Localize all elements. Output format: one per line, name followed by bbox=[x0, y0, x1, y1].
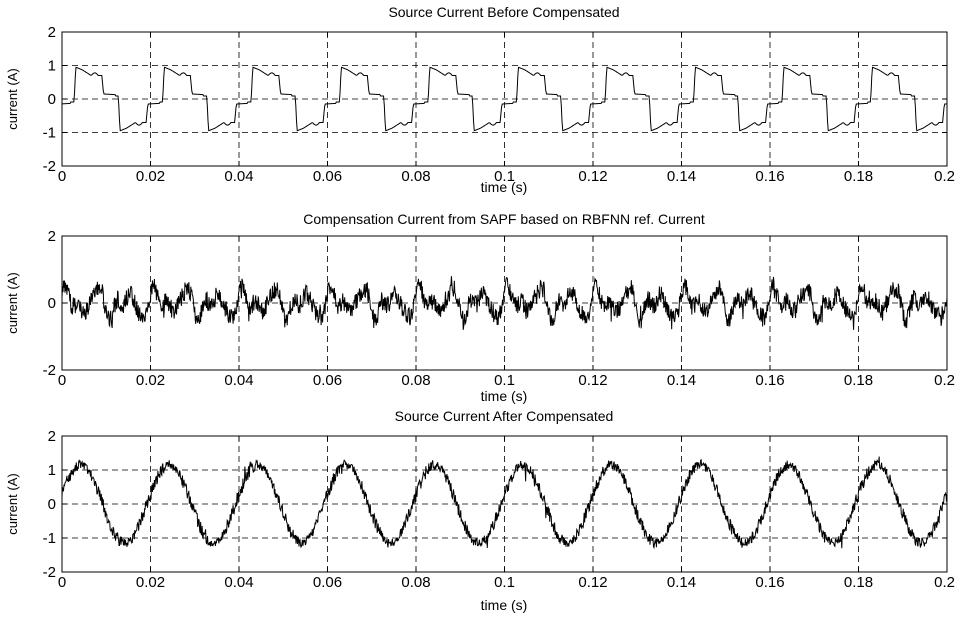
subplot-3-xtick-label: 0.08 bbox=[401, 574, 430, 591]
subplot-2-xlabel: time (s) bbox=[481, 388, 528, 404]
subplot-1-xtick-label: 0 bbox=[58, 168, 66, 185]
subplot-2-xtick-label: 0.02 bbox=[136, 372, 165, 389]
subplot-3-ticks: 0 0.02 0.04 0.06 0.08 0.1 0.12 0.14 0.16 0.18 0.2 2… bbox=[43, 428, 955, 591]
subplot-1-xlabel: time (s) bbox=[481, 179, 528, 195]
subplot-3-xtick-label: 0.2 bbox=[934, 574, 955, 591]
subplot-2-xtick-label: 0.1 bbox=[494, 372, 515, 389]
subplot-1-xtick-label: 0.1 bbox=[494, 168, 515, 185]
subplot-2-xtick-label: 0.04 bbox=[224, 372, 253, 389]
subplot-1-xtick-label: 0.16 bbox=[755, 168, 784, 185]
subplot-3-title: Source Current After Compensated bbox=[395, 408, 614, 424]
subplot-1-ytick-label: -1 bbox=[43, 125, 56, 142]
subplot-2-xtick-label: 0.08 bbox=[401, 372, 430, 389]
subplot-2-xtick-label: 0.16 bbox=[755, 372, 784, 389]
subplot-2-ticks: 0 0.02 0.04 0.06 0.08 0.1 0.12 0.14 0.16 0.18 0.2 2… bbox=[43, 228, 955, 389]
subplot-1-ytick-label: 0 bbox=[48, 91, 56, 108]
subplot-2-xtick-label: 0.14 bbox=[667, 372, 696, 389]
subplot-3-xtick-label: 0.16 bbox=[755, 574, 784, 591]
subplot-3-ytick-label: 0 bbox=[48, 496, 56, 513]
subplot-3-xtick-label: 0.02 bbox=[136, 574, 165, 591]
subplot-3-xtick-label: 0 bbox=[58, 574, 66, 591]
subplot-1-xtick-label: 0.12 bbox=[578, 168, 607, 185]
subplot-1-xtick-label: 0.2 bbox=[934, 168, 955, 185]
subplot-1-ytick-label: -2 bbox=[43, 158, 56, 175]
subplot-2-xtick-label: 0.2 bbox=[934, 372, 955, 389]
subplot-2-title: Compensation Current from SAPF based on … bbox=[303, 211, 705, 227]
subplot-2-series-line bbox=[61, 276, 948, 330]
subplot-2-ylabel: current (A) bbox=[5, 272, 20, 333]
subplot-3-xtick-label: 0.14 bbox=[667, 574, 696, 591]
subplot-2-xtick-label: 0 bbox=[58, 372, 66, 389]
subplot-3: Source Current After Compensated 0 0.02 0.… bbox=[5, 408, 955, 613]
subplot-2-ytick-label: 2 bbox=[48, 228, 56, 245]
subplot-2-xtick-label: 0.12 bbox=[578, 372, 607, 389]
subplot-2-xtick-label: 0.18 bbox=[844, 372, 873, 389]
subplot-1-ytick-label: 2 bbox=[48, 24, 56, 41]
subplot-3-xtick-label: 0.04 bbox=[224, 574, 253, 591]
subplot-1-xtick-label: 0.04 bbox=[224, 168, 253, 185]
subplot-2-ytick-label: 0 bbox=[48, 295, 56, 312]
subplot-3-xtick-label: 0.12 bbox=[578, 574, 607, 591]
subplot-3-ylabel: current (A) bbox=[5, 473, 20, 534]
subplot-3-xtick-label: 0.1 bbox=[494, 574, 515, 591]
subplot-3-xtick-label: 0.06 bbox=[313, 574, 342, 591]
subplot-2-xtick-label: 0.06 bbox=[313, 372, 342, 389]
subplot-2-ytick-label: -2 bbox=[43, 362, 56, 379]
subplot-3-series-line bbox=[61, 456, 948, 550]
subplot-2-grid bbox=[62, 236, 947, 370]
subplot-1-title: Source Current Before Compensated bbox=[388, 4, 619, 20]
subplot-2: Compensation Current from SAPF based on … bbox=[5, 211, 955, 404]
subplot-3-grid bbox=[62, 436, 947, 572]
subplot-1-ticks: 0 0.02 0.04 0.06 0.08 0.1 0.12 0.14 0.16 0.18 0.2 2… bbox=[43, 24, 955, 185]
subplot-3-ytick-label: 1 bbox=[48, 462, 56, 479]
subplot-1-xtick-label: 0.14 bbox=[667, 168, 696, 185]
subplot-1-xtick-label: 0.18 bbox=[844, 168, 873, 185]
subplot-3-xlabel: time (s) bbox=[481, 597, 528, 613]
subplot-3-xtick-label: 0.18 bbox=[844, 574, 873, 591]
subplot-1-xtick-label: 0.02 bbox=[136, 168, 165, 185]
subplot-1-xtick-label: 0.08 bbox=[401, 168, 430, 185]
subplot-1: Source Current Before Compensated 0 0.02 0… bbox=[5, 4, 955, 195]
subplot-1-ytick-label: 1 bbox=[48, 58, 56, 75]
subplot-3-ytick-label: -2 bbox=[43, 564, 56, 581]
subplot-1-xtick-label: 0.06 bbox=[313, 168, 342, 185]
subplot-3-ytick-label: -1 bbox=[43, 530, 56, 547]
subplot-1-series-line bbox=[61, 66, 948, 132]
subplot-3-ytick-label: 2 bbox=[48, 428, 56, 445]
subplot-1-ylabel: current (A) bbox=[5, 68, 20, 129]
subplot-1-grid bbox=[62, 32, 947, 166]
